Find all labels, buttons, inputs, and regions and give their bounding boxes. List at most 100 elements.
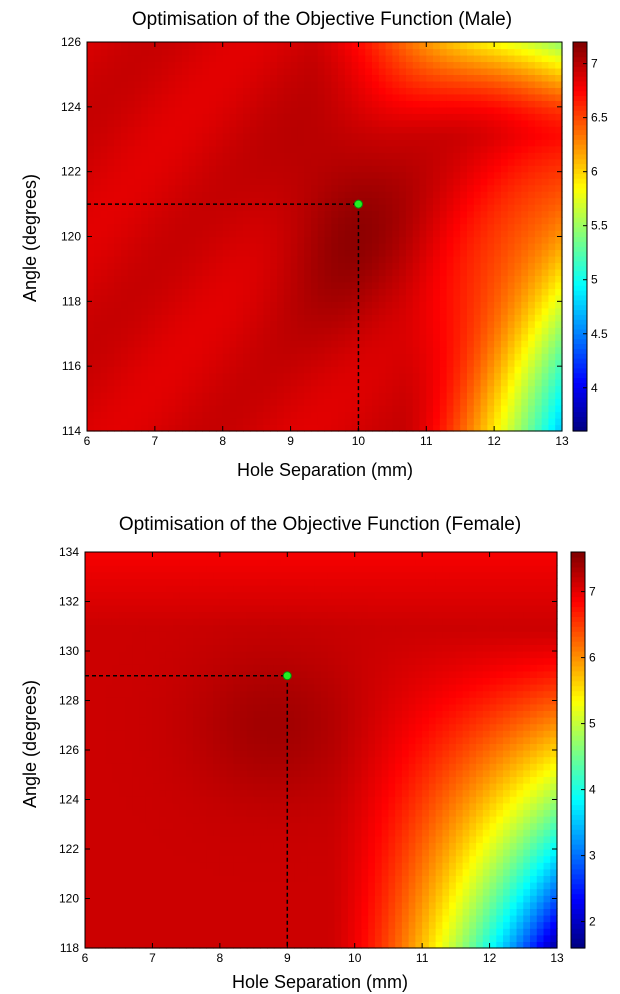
heatmap-cell [222, 320, 231, 328]
heatmap-cell [426, 171, 434, 179]
heatmap-cell [222, 333, 231, 341]
heatmap-cell [548, 249, 556, 257]
heatmap-cell [500, 126, 509, 134]
heatmap-cell [358, 366, 366, 374]
heatmap-cell [446, 268, 455, 276]
heatmap-cell [324, 61, 332, 69]
heatmap-cell [270, 223, 278, 231]
heatmap-cell [372, 385, 380, 393]
heatmap-cell [93, 67, 102, 76]
heatmap-cell [494, 93, 502, 101]
heatmap-cell [358, 333, 366, 341]
heatmap-cell [148, 119, 156, 127]
colorbar-segment [573, 42, 587, 48]
heatmap-cell [188, 411, 197, 419]
heatmap-cell [222, 119, 231, 127]
heatmap-cell [310, 145, 319, 153]
heatmap-cell [182, 113, 190, 121]
heatmap-cell [263, 288, 271, 296]
heatmap-cell [460, 366, 468, 374]
heatmap-cell [290, 281, 298, 289]
heatmap-cell [534, 411, 543, 419]
heatmap-cell [317, 333, 326, 341]
heatmap-cell [105, 928, 113, 936]
heatmap-cell [175, 236, 183, 244]
colorbar-segment [573, 173, 587, 179]
heatmap-cell [209, 405, 217, 413]
heatmap-cell [154, 424, 163, 432]
heatmap-cell [507, 158, 516, 166]
heatmap-cell [358, 424, 366, 432]
heatmap-cell [111, 611, 120, 619]
heatmap-cell [480, 171, 488, 179]
heatmap-cell [87, 320, 95, 328]
heatmap-cell [111, 895, 120, 903]
heatmap-cell [154, 301, 163, 309]
heatmap-cell [399, 184, 407, 192]
heatmap-cell [467, 379, 475, 387]
heatmap-cell [134, 126, 142, 134]
heatmap-cell [297, 210, 305, 218]
heatmap-cell [467, 217, 475, 225]
heatmap-cell [439, 80, 448, 88]
heatmap-cell [480, 353, 488, 361]
heatmap-cell [98, 921, 106, 929]
heatmap-cell [548, 119, 556, 127]
heatmap-cell [338, 145, 346, 153]
heatmap-cell [202, 145, 210, 153]
heatmap-cell [263, 385, 271, 393]
heatmap-cell [148, 100, 156, 108]
heatmap-cell [507, 424, 516, 432]
heatmap-cell [473, 230, 482, 238]
heatmap-cell [534, 424, 543, 432]
heatmap-cell [141, 294, 149, 302]
heatmap-cell [500, 385, 509, 393]
heatmap-cell [138, 624, 147, 632]
heatmap-cell [134, 210, 142, 218]
heatmap-cell [460, 346, 468, 354]
heatmap-cell [100, 223, 108, 231]
heatmap-cell [412, 281, 421, 289]
heatmap-cell [358, 217, 366, 225]
heatmap-cell [290, 158, 298, 166]
heatmap-cell [154, 210, 163, 218]
heatmap-cell [236, 223, 244, 231]
heatmap-cell [338, 411, 346, 419]
heatmap-cell [412, 333, 421, 341]
heatmap-cell [270, 106, 278, 114]
heatmap-cell [100, 398, 108, 406]
heatmap-cell [118, 598, 127, 606]
heatmap-cell [419, 210, 427, 218]
heatmap-cell [439, 411, 448, 419]
heatmap-cell [304, 262, 312, 270]
heatmap-cell [188, 145, 197, 153]
heatmap-cell [290, 139, 298, 147]
heatmap-cell [161, 139, 170, 147]
heatmap-cell [412, 204, 421, 212]
heatmap-cell [467, 411, 475, 419]
heatmap-cell [152, 756, 160, 764]
heatmap-cell [548, 307, 556, 315]
heatmap-cell [385, 294, 393, 302]
heatmap-cell [209, 242, 217, 251]
heatmap-cell [358, 411, 366, 419]
heatmap-cell [555, 262, 563, 270]
heatmap-cell [290, 418, 298, 426]
heatmap-cell [195, 106, 203, 114]
heatmap-cell [277, 191, 285, 199]
heatmap-cell [385, 184, 393, 192]
heatmap-cell [125, 776, 133, 784]
heatmap-cell [310, 398, 319, 406]
heatmap-cell [467, 204, 475, 212]
heatmap-cell [310, 210, 319, 218]
heatmap-cell [215, 379, 224, 387]
heatmap-cell [270, 385, 278, 393]
heatmap-cell [358, 255, 366, 264]
heatmap-cell [87, 366, 95, 374]
heatmap-cell [100, 87, 108, 95]
heatmap-cell [473, 333, 482, 341]
heatmap-cell [114, 288, 122, 296]
heatmap-cell [100, 281, 108, 289]
heatmap-cell [152, 697, 160, 705]
heatmap-cell [534, 74, 543, 82]
